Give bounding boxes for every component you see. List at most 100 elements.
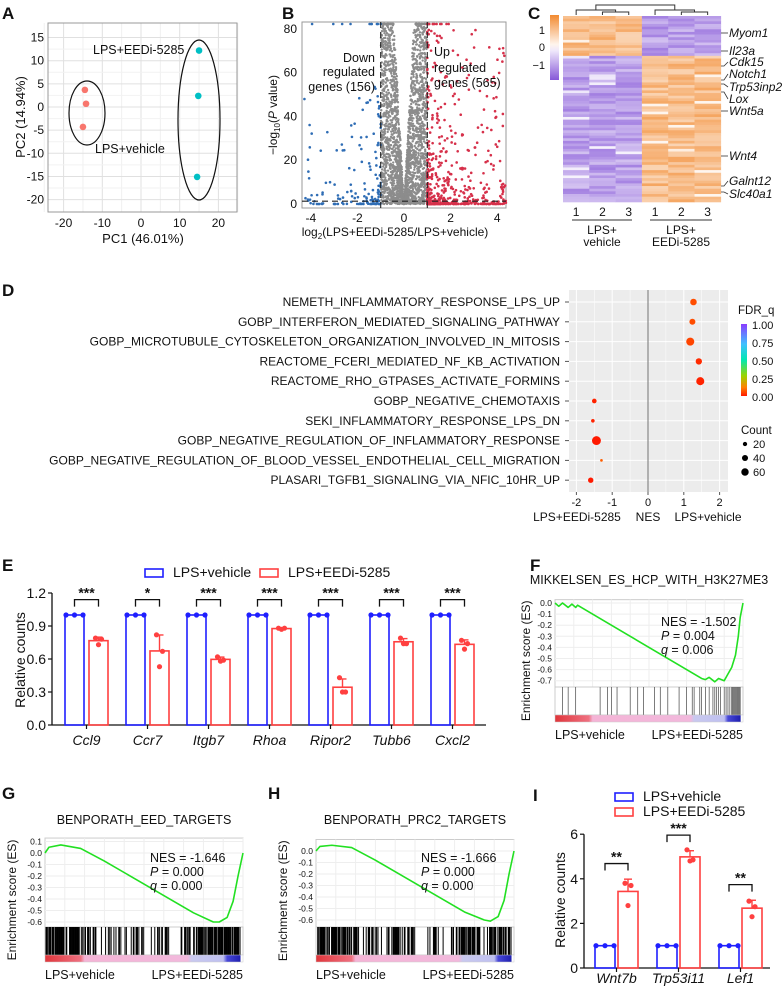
ns-gene-point [418, 68, 421, 71]
down-gene-point [312, 202, 315, 206]
plot-frame [47, 22, 238, 213]
ns-gene-point [395, 98, 399, 101]
ns-gene-point [413, 183, 416, 187]
down-gene-point [324, 181, 328, 185]
ns-gene-point [422, 66, 425, 70]
ns-gene-point [388, 35, 391, 38]
heatmap-cell [589, 148, 616, 152]
up-gene-point [450, 141, 453, 144]
ns-gene-point [413, 48, 417, 51]
ns-gene-point [423, 132, 426, 135]
heatmap-cell [694, 127, 722, 131]
up-gene-point [502, 202, 506, 205]
up-gene-point [484, 160, 487, 164]
ns-gene-point [397, 123, 401, 126]
legend-label: LPS+EEDi-5285 [288, 564, 391, 580]
heatmap-cell [563, 154, 590, 158]
heatmap-cell [563, 98, 590, 102]
count-legend-label: 40 [753, 453, 765, 465]
ns-gene-point [420, 91, 423, 94]
ns-gene-point [396, 134, 400, 138]
ns-gene-point [418, 61, 422, 64]
heatmap-cell [589, 159, 616, 163]
heatmap-cell [615, 31, 643, 35]
heatmap-cell [589, 138, 616, 142]
heatmap-cell [641, 58, 669, 62]
heatmap-cell [589, 101, 616, 104]
ns-gene-point [420, 84, 424, 87]
heatmap-cell [563, 109, 590, 112]
ns-gene-point [420, 38, 423, 41]
heatmap-cell [641, 183, 669, 187]
ns-gene-point [419, 152, 423, 155]
up-gene-point [435, 175, 439, 179]
heatmap-cell [615, 180, 643, 184]
ns-gene-point [412, 31, 415, 34]
ns-gene-point [396, 182, 400, 185]
heatmap-cell [589, 130, 616, 134]
heatmap-cell [615, 21, 643, 25]
ns-gene-point [417, 167, 420, 170]
up-gene-point [438, 126, 442, 129]
x-tick-label: 0 [401, 211, 408, 225]
heatmap-cell [641, 156, 669, 160]
significance-stars: *** [78, 585, 95, 601]
ns-gene-point [416, 25, 419, 28]
vehicle-bar [186, 614, 207, 726]
up-gene-point [482, 108, 486, 111]
significance-stars: * [145, 585, 151, 601]
up-gene-point [442, 177, 445, 180]
up-gene-point [430, 158, 434, 162]
up-gene-point [484, 191, 487, 194]
ns-gene-point [392, 179, 396, 182]
ns-gene-point [414, 186, 417, 190]
pathway-label: GOBP_INTERFERON_MEDIATED_SIGNALING_PATHW… [238, 315, 560, 329]
heatmap-cell [694, 18, 722, 22]
up-gene-point [463, 184, 467, 188]
heatmap-cell [563, 42, 590, 46]
heatmap-cell [641, 23, 669, 27]
ns-gene-point [396, 141, 400, 144]
heatmap-cell [694, 138, 722, 142]
ns-gene-point [415, 81, 419, 84]
down-gene-point [368, 165, 372, 168]
category-label: Wnt7b [596, 970, 637, 986]
ns-gene-point [388, 164, 392, 168]
ns-gene-point [407, 162, 410, 166]
ns-gene-point [414, 66, 417, 69]
up-gene-point [429, 202, 433, 206]
up-gene-point [475, 141, 479, 144]
ns-gene-point [389, 22, 393, 26]
heatmap-cell [694, 111, 722, 115]
ns-gene-point [413, 109, 417, 112]
significance-stars: *** [261, 585, 278, 601]
ns-gene-point [418, 49, 422, 52]
ns-gene-point [417, 154, 420, 157]
ns-gene-point [406, 195, 409, 199]
down-gene-point [374, 173, 378, 177]
heatmap-cell [589, 132, 616, 136]
heatmap-cell [641, 21, 669, 25]
ns-gene-point [412, 191, 416, 194]
ns-gene-point [396, 176, 399, 180]
ns-gene-point [424, 177, 427, 180]
heatmap-cell [563, 45, 590, 49]
ns-gene-point [401, 188, 404, 192]
heatmap-cell [589, 162, 616, 166]
q-symbol: q [150, 879, 157, 893]
up-gene-point [436, 114, 439, 118]
heatmap-cell [589, 29, 616, 33]
heatmap-cell [668, 98, 695, 102]
up-gene-point [492, 97, 495, 100]
heatmap-cell [641, 98, 669, 102]
ns-gene-point [415, 63, 419, 66]
ns-gene-point [391, 127, 394, 131]
heatmap-cell [641, 170, 669, 174]
heatmap-cell [589, 71, 616, 75]
heatmap-cell [589, 95, 616, 99]
down-gene-point [374, 150, 377, 154]
ns-gene-point [384, 33, 387, 37]
heatmap-cell [668, 196, 695, 200]
up-gene-point [456, 53, 460, 57]
